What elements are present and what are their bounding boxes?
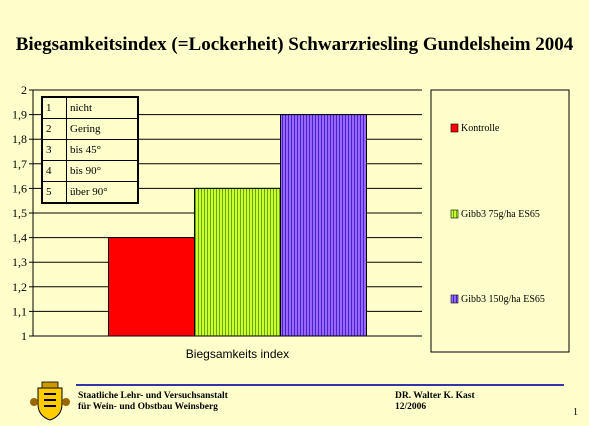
scale-num: 1 [41, 96, 67, 119]
scale-row: 1 nicht [41, 96, 139, 119]
scale-row: 3 bis 45° [41, 139, 139, 161]
y-tick-label: 1 [21, 329, 27, 343]
scale-row: 2 Gering [41, 118, 139, 140]
y-tick-label: 1,2 [12, 280, 27, 294]
scale-text: nicht [66, 96, 139, 119]
legend-box [430, 89, 570, 353]
y-tick-label: 1,5 [12, 206, 27, 220]
y-tick-label: 1,8 [12, 132, 27, 146]
scale-row: 4 bis 90° [41, 160, 139, 182]
scale-row: 5 über 90° [41, 181, 139, 204]
footer-institute-line1: Staatliche Lehr- und Versuchsanstalt [78, 391, 228, 401]
footer-date: 12/2006 [395, 402, 427, 412]
y-tick-label: 1,1 [12, 304, 27, 318]
state-crest-icon [30, 381, 70, 421]
scale-text: Gering [66, 118, 139, 140]
scale-num: 5 [41, 181, 67, 204]
page-number: 1 [573, 407, 578, 418]
y-tick-label: 1,3 [12, 255, 27, 269]
bar-gibb3-150g-ha-es65 [280, 114, 367, 337]
scale-num: 4 [41, 160, 67, 182]
legend-label: Gibb3 75g/ha ES65 [461, 209, 540, 220]
footer-institute: Staatliche Lehr- und Versuchsanstalt für… [78, 391, 228, 413]
footer-author: DR. Walter K. Kast [395, 391, 475, 401]
x-category-label: Biegsamkeits index [186, 347, 289, 361]
legend-swatch [450, 294, 459, 304]
scale-text: bis 90° [66, 160, 139, 182]
y-tick-label: 1,7 [12, 157, 27, 171]
footer-divider [76, 384, 564, 386]
page-title: Biegsamkeitsindex (=Lockerheit) Schwarzr… [15, 34, 574, 55]
y-tick-label: 1,4 [12, 231, 27, 245]
footer-author-block: DR. Walter K. Kast 12/2006 [395, 391, 475, 413]
scale-text: über 90° [66, 181, 139, 204]
footer-institute-line2: für Wein- und Obstbau Weinsberg [78, 402, 218, 412]
scale-text: bis 45° [66, 139, 139, 161]
legend-swatch [450, 209, 459, 219]
y-tick-label: 1,9 [12, 108, 27, 122]
bar-gibb3-75g-ha-es65 [194, 187, 281, 337]
bar-kontrolle [108, 237, 195, 337]
y-tick-label: 1,6 [12, 181, 27, 195]
scale-num: 2 [41, 118, 67, 140]
scale-table: 1 nicht 2 Gering 3 bis 45° 4 bis 90° 5 ü… [41, 96, 139, 204]
legend-label: Kontrolle [461, 123, 500, 134]
legend-label: Gibb3 150g/ha ES65 [461, 294, 545, 305]
y-tick-label: 2 [21, 83, 27, 97]
scale-num: 3 [41, 139, 67, 161]
legend-swatch [450, 123, 459, 133]
